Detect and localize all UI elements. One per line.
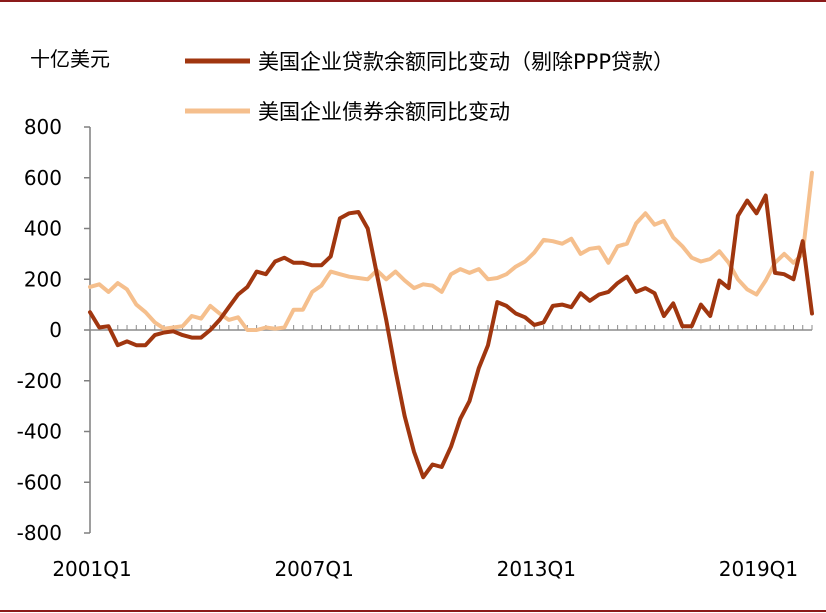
y-tick-label: -200 — [17, 369, 62, 393]
x-tick-label: 2019Q1 — [719, 557, 798, 581]
y-tick-label: -800 — [17, 521, 62, 545]
x-tick-label: 2001Q1 — [52, 557, 131, 581]
bottom-border-rule — [0, 610, 826, 612]
axes: 800 600 400 200 0 -200 -400 -600 -800 2001Q1 2007Q… — [17, 115, 813, 581]
y-tick-label: 800 — [24, 115, 62, 139]
y-tick-label: 200 — [24, 267, 62, 291]
y-tick-label: -400 — [17, 420, 62, 444]
series-line-loans — [88, 193, 814, 480]
y-tick-label: 600 — [24, 166, 62, 190]
top-border-rule — [0, 0, 826, 2]
y-tick-label: -600 — [17, 470, 62, 494]
y-tick-label: 0 — [49, 318, 62, 342]
unit-label: 十亿美元 — [30, 47, 110, 71]
plot-area — [88, 170, 814, 480]
legend: 美国企业贷款余额同比变动（剔除PPP贷款） 美国企业债券余额同比变动 — [185, 50, 674, 124]
y-tick-label: 400 — [24, 217, 62, 241]
series-line-bonds — [88, 170, 814, 332]
x-tick-label: 2013Q1 — [497, 557, 576, 581]
legend-label-loans: 美国企业贷款余额同比变动（剔除PPP贷款） — [258, 50, 674, 74]
x-tick-label: 2007Q1 — [274, 557, 353, 581]
legend-label-bonds: 美国企业债券余额同比变动 — [258, 100, 510, 124]
